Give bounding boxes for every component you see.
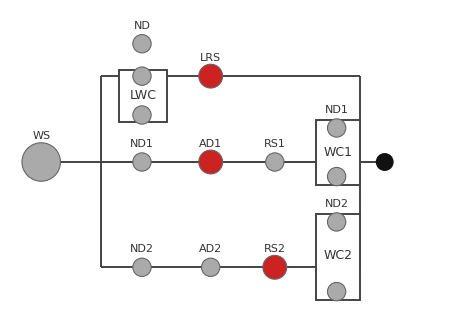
Bar [119,70,167,122]
Text: ND2: ND2 [325,199,349,209]
Text: ND2: ND2 [130,244,154,254]
Text: AD1: AD1 [199,139,222,149]
Ellipse shape [199,150,223,174]
Text: AD2: AD2 [199,244,222,254]
Ellipse shape [266,153,284,171]
Text: ND1: ND1 [325,105,349,115]
Ellipse shape [133,35,151,53]
Ellipse shape [22,143,60,181]
Bar [316,214,360,300]
Ellipse shape [263,255,287,279]
Text: LWC: LWC [130,89,157,102]
Text: WC2: WC2 [323,249,352,262]
Text: WC1: WC1 [323,146,352,159]
Text: LRS: LRS [200,53,221,63]
Ellipse shape [199,64,223,88]
Ellipse shape [376,154,393,170]
Ellipse shape [327,213,346,231]
Text: ND: ND [134,21,150,31]
Ellipse shape [202,258,220,276]
Ellipse shape [327,168,346,186]
Text: RS2: RS2 [264,244,286,254]
Ellipse shape [133,106,151,124]
Bar [316,120,360,185]
Text: RS1: RS1 [264,139,286,149]
Text: ND1: ND1 [130,139,154,149]
Ellipse shape [327,119,346,137]
Ellipse shape [327,283,346,301]
Text: WS: WS [32,131,50,141]
Ellipse shape [133,67,151,85]
Ellipse shape [133,153,151,171]
Ellipse shape [133,258,151,276]
